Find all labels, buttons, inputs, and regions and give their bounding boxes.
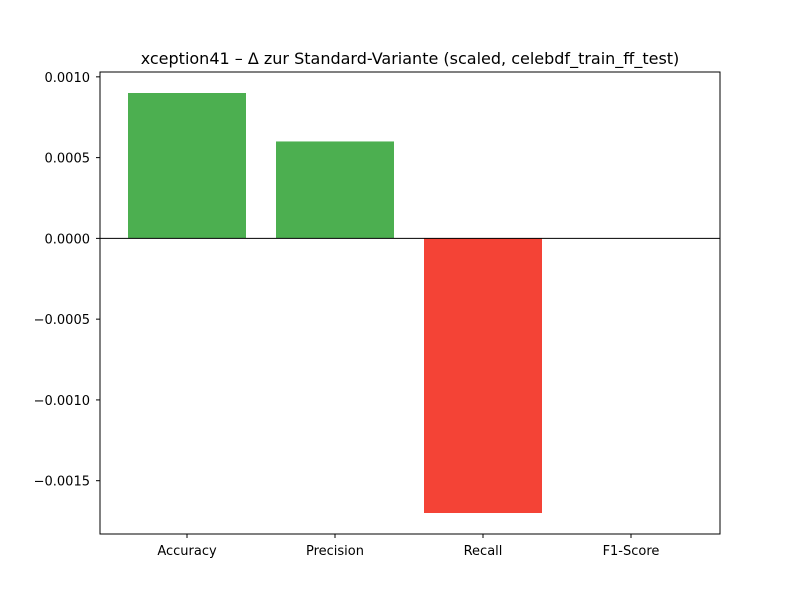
x-tick-label: Accuracy [157,544,217,559]
y-tick-label: −0.0015 [34,475,90,490]
y-tick-label: −0.0005 [34,313,90,328]
y-tick-label: 0.0005 [45,152,91,167]
y-tick-label: −0.0010 [34,394,90,409]
plot-frame [99,71,721,535]
x-tick-label: Recall [464,544,503,559]
x-axis: Accuracy Precision Recall F1-Score [157,534,659,559]
bar-recall [424,238,542,513]
bar-accuracy [128,93,246,239]
y-tick-label: 0.0000 [45,232,91,247]
y-axis: 0.0010 0.0005 0.0000 −0.0005 −0.0010 −0.0015 [34,71,100,490]
chart-title: xception41 – Δ zur Standard-Variante (sc… [141,49,680,69]
y-tick-label: 0.0010 [45,71,91,86]
x-tick-label: Precision [306,544,364,559]
bars-group [128,93,542,513]
x-tick-label: F1-Score [603,544,660,559]
bar-precision [276,141,394,239]
